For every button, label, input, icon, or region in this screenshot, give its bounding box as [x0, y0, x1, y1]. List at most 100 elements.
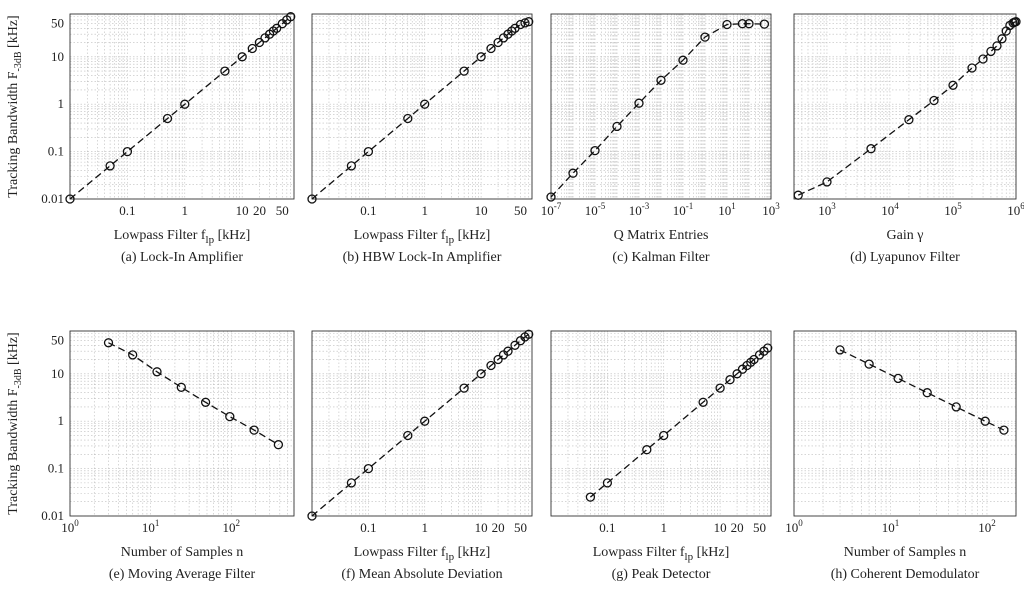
x-tick-label: 103: [818, 201, 836, 218]
data-point: [524, 329, 534, 339]
data-point: [152, 367, 162, 377]
data-point: [634, 98, 644, 108]
data-point: [568, 168, 578, 178]
x-tick-label: 102: [978, 518, 996, 535]
data-point: [247, 43, 257, 54]
axes-box: [550, 13, 772, 200]
data-point: [732, 369, 742, 379]
panel-c: 10-7 10-5 10-3 10-1 101 103 Q Matrix Entries (c…: [541, 13, 780, 265]
grid: [311, 13, 533, 200]
x-tick-label: 50: [276, 203, 289, 218]
x-tick-label: 100: [785, 518, 803, 535]
data-point: [904, 115, 914, 125]
x-axis-label: Number of Samples n: [844, 545, 966, 560]
panel-a: 0.1 1 10 20 50 0.01 0.1 1 10 50 Lowpass Filter flp…: [6, 12, 296, 265]
y-tick-label: 1: [58, 96, 65, 111]
x-tick-label: 20: [253, 203, 266, 218]
x-axis-label: Number of Samples n: [121, 545, 243, 560]
axes-box: [69, 13, 295, 200]
x-axis-label: Q Matrix Entries: [614, 228, 709, 243]
y-tick-label: 50: [51, 16, 64, 31]
data-point: [749, 354, 759, 365]
x-tick-label: 10: [475, 203, 488, 218]
data-point: [486, 43, 496, 54]
data-point: [225, 411, 235, 422]
grid: [550, 330, 772, 517]
data-point: [459, 66, 469, 76]
panel-caption: (h) Coherent Demodulator: [831, 567, 980, 582]
y-tick-label: 10: [51, 366, 64, 381]
data-point: [612, 121, 622, 132]
panel-caption: (d) Lyapunov Filter: [850, 250, 960, 265]
data-point: [978, 54, 988, 64]
data-point: [237, 52, 247, 62]
data-point: [476, 52, 486, 62]
axes-box: [550, 330, 772, 517]
data-point: [420, 416, 430, 426]
x-tick-label: 101: [142, 518, 160, 535]
x-tick-label: 50: [753, 520, 766, 535]
x-tick-label: 0.1: [119, 203, 135, 218]
x-tick-label: 50: [514, 520, 527, 535]
x-tick-label: 1: [182, 203, 189, 218]
data-point: [122, 146, 133, 157]
axes-box: [311, 330, 533, 517]
x-axis-label: Lowpass Filter flp [kHz]: [593, 545, 729, 563]
data-point: [725, 375, 735, 385]
data-point: [999, 425, 1009, 435]
data-point: [286, 12, 296, 22]
grid: [69, 330, 295, 517]
series-line: [311, 333, 530, 517]
data-point: [65, 194, 75, 204]
data-point: [403, 113, 413, 124]
data-point: [307, 511, 317, 521]
y-axis-label: Tracking Bandwidth F-3dB [kHz]: [6, 332, 24, 514]
x-tick-label: 10: [714, 520, 727, 535]
data-point: [105, 161, 115, 171]
data-point: [200, 397, 211, 407]
x-tick-label: 101: [718, 201, 736, 218]
y-tick-label: 0.01: [41, 191, 64, 206]
data-point: [585, 492, 596, 502]
data-point: [273, 440, 284, 450]
data-point: [656, 75, 666, 85]
x-tick-label: 10-7: [541, 201, 562, 218]
data-point: [602, 478, 613, 488]
panel-caption: (g) Peak Detector: [612, 567, 711, 582]
data-point: [763, 343, 773, 353]
x-tick-label: 104: [881, 201, 899, 218]
data-point: [986, 46, 996, 57]
data-point: [929, 95, 939, 106]
panel-h: 100 101 102 Number of Samples n (h) Coherent…: [785, 330, 1017, 582]
x-tick-label: 1: [421, 520, 428, 535]
data-point: [835, 345, 845, 355]
data-point: [967, 63, 977, 73]
data-point: [503, 346, 513, 356]
x-tick-label: 102: [223, 518, 241, 535]
grid: [793, 13, 1017, 200]
panel-g: 0.1 1 10 20 50 Lowpass Filter flp [kHz] (g) Pe…: [550, 330, 773, 582]
x-tick-label: 50: [514, 203, 527, 218]
data-point: [176, 382, 186, 392]
x-tick-label: 1: [660, 520, 667, 535]
data-point: [459, 383, 469, 393]
data-point: [951, 402, 961, 412]
data-point: [590, 145, 600, 156]
panel-caption: (b) HBW Lock-In Amplifier: [343, 250, 502, 265]
data-point: [363, 463, 374, 474]
x-tick-label: 10: [475, 520, 488, 535]
data-point: [715, 383, 725, 393]
data-point: [759, 19, 770, 29]
data-point: [659, 430, 669, 441]
data-point: [700, 32, 710, 42]
x-tick-label: 10-3: [629, 201, 650, 218]
data-point: [493, 354, 503, 365]
data-point: [346, 161, 357, 171]
data-point: [642, 445, 652, 455]
data-point: [1011, 17, 1021, 27]
data-point: [980, 416, 990, 426]
data-point: [992, 41, 1002, 51]
data-point: [476, 369, 486, 379]
y-tick-label: 50: [51, 333, 64, 348]
x-tick-label: 0.1: [360, 520, 376, 535]
